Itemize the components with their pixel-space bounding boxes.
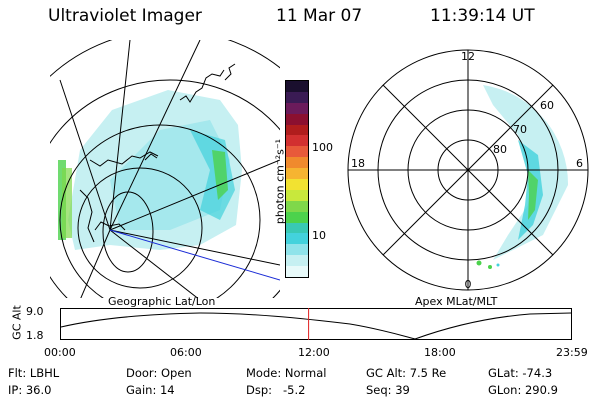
colorbar-segment — [286, 124, 308, 136]
info-ip: IP: 36.0 — [8, 383, 52, 397]
geographic-map — [50, 40, 280, 298]
altitude-curve — [60, 312, 572, 340]
colorbar-tick-100: 100 — [312, 141, 333, 154]
mlt-label-18: 18 — [351, 157, 365, 170]
lat-label-70: 70 — [513, 123, 527, 136]
lat-label-60: 60 — [540, 99, 554, 112]
colorbar-segment — [286, 91, 308, 103]
page-title: Ultraviolet Imager — [48, 6, 202, 26]
colorbar-segment — [286, 113, 308, 125]
timeline-ytick-9: 9.0 — [26, 305, 44, 318]
info-glon: GLon: 290.9 — [488, 383, 558, 397]
auroral-oval — [483, 85, 569, 260]
info-gain: Gain: 14 — [126, 383, 175, 397]
colorbar-segment — [286, 168, 308, 180]
altitude-timeline — [60, 308, 572, 340]
mlt-label-12: 12 — [461, 50, 475, 63]
colorbar-segment — [286, 200, 308, 212]
timeline-xtick-0600: 06:00 — [170, 346, 202, 359]
colorbar-segment — [286, 222, 308, 234]
info-seq: Seq: 39 — [366, 383, 410, 397]
colorbar-segment — [286, 189, 308, 201]
colorbar-segment — [286, 266, 308, 278]
info-gc-alt: GC Alt: 7.5 Re — [366, 366, 447, 380]
time-label: 11:39:14 UT — [430, 6, 535, 26]
info-mode: Mode: Normal — [246, 366, 327, 380]
colorbar-segment — [286, 135, 308, 147]
info-dsp: Dsp: -5.2 — [246, 383, 306, 397]
polar-plot-label: Apex MLat/MLT — [415, 295, 498, 308]
timeline-xtick-1200: 12:00 — [298, 346, 330, 359]
mlt-label-6: 6 — [576, 157, 583, 170]
colorbar-segment — [286, 211, 308, 223]
colorbar-segment — [286, 255, 308, 267]
polar-plot: 12 18 6 0 60 70 80 — [347, 49, 589, 291]
timeline-ytick-1.8: 1.8 — [26, 329, 44, 342]
info-glat: GLat: -74.3 — [488, 366, 553, 380]
timeline-axis-label: GC Alt — [10, 305, 24, 340]
colorbar-segment — [286, 244, 308, 256]
info-flt: Flt: LBHL — [8, 366, 60, 380]
colorbar-unit-label: photon cm⁻²s⁻¹ — [273, 138, 287, 225]
timeline-xtick-1800: 18:00 — [424, 346, 456, 359]
colorbar-segment — [286, 102, 308, 114]
timeline-xtick-2359: 23:59 — [556, 346, 588, 359]
colorbar-segment — [286, 81, 308, 92]
mlt-label-0: 0 — [465, 278, 472, 291]
timeline-xtick-0000: 00:00 — [44, 346, 76, 359]
date-label: 11 Mar 07 — [276, 6, 363, 26]
colorbar-segment — [286, 179, 308, 190]
colorbar — [285, 80, 309, 278]
colorbar-tick-10: 10 — [312, 229, 326, 242]
colorbar-segment — [286, 146, 308, 158]
colorbar-segment — [286, 233, 308, 245]
info-door: Door: Open — [126, 366, 192, 380]
colorbar-segment — [286, 157, 308, 169]
geo-plot-label: Geographic Lat/Lon — [108, 295, 216, 308]
lat-label-80: 80 — [493, 143, 507, 156]
